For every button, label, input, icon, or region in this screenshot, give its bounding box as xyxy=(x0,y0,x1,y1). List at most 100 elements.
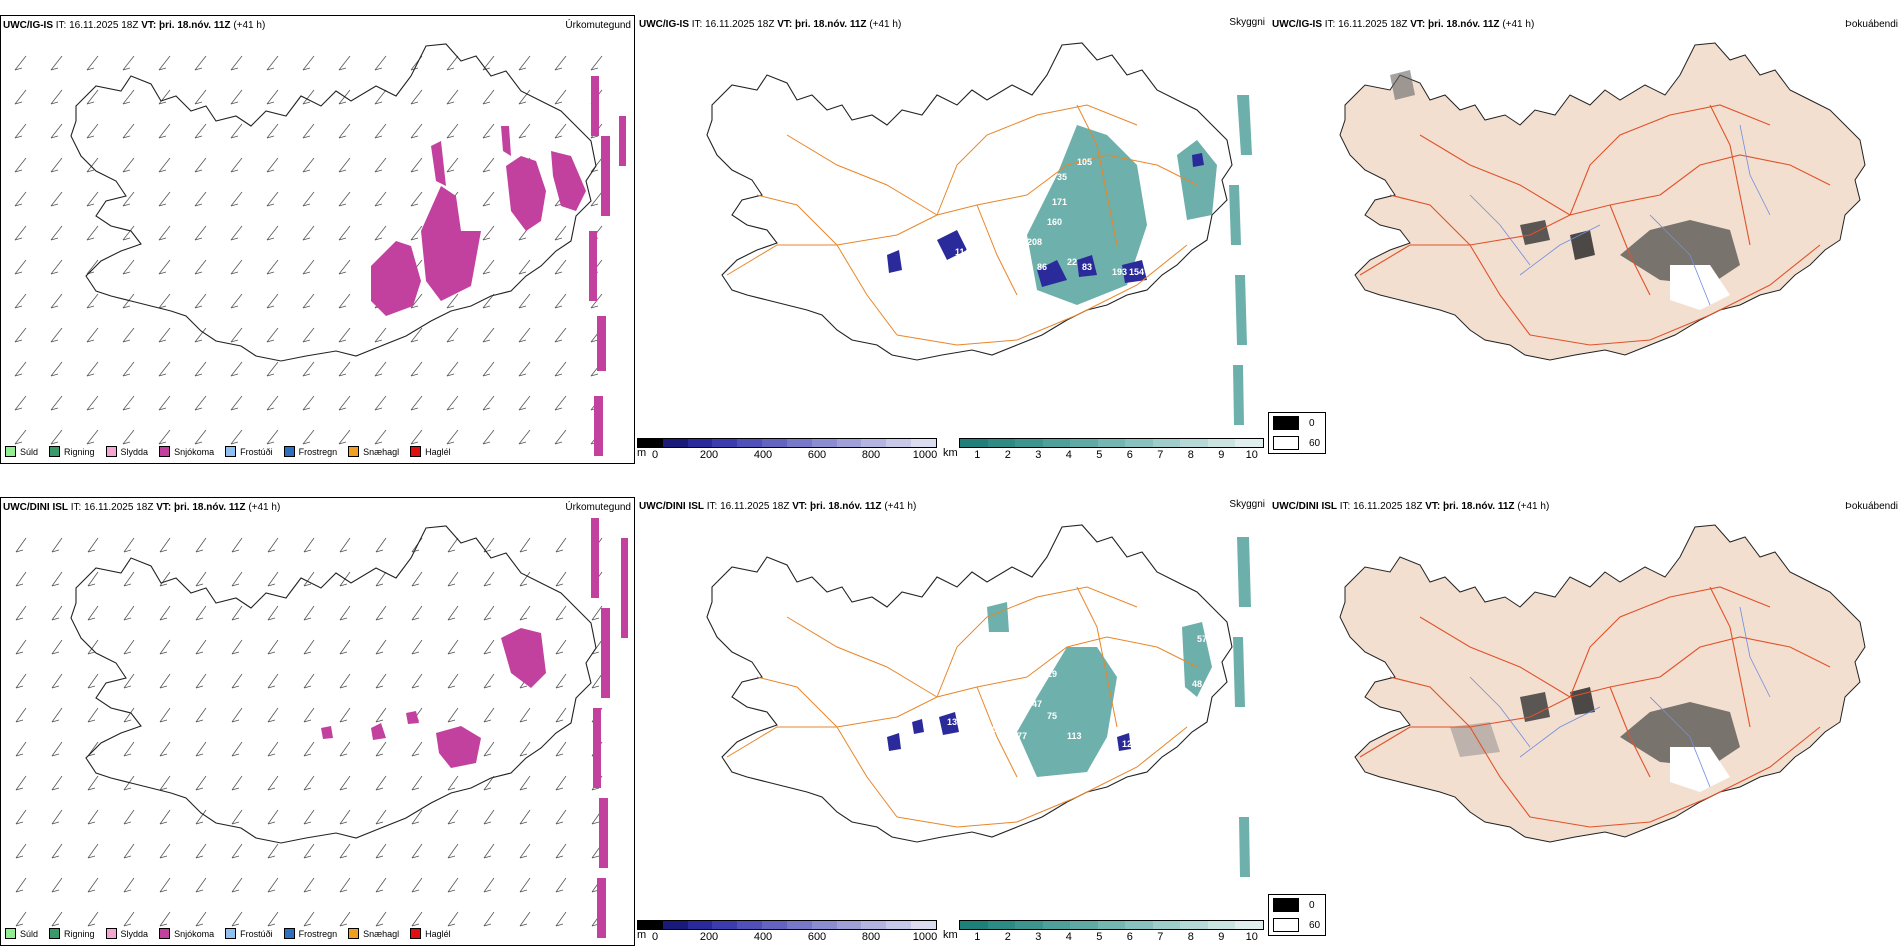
wind-barb xyxy=(447,775,459,791)
colorbar-swatch xyxy=(1125,921,1153,929)
wind-barb xyxy=(15,809,27,825)
wind-barb xyxy=(50,327,63,343)
wind-barb-tick xyxy=(50,135,59,139)
map-value-label: 120 xyxy=(1122,739,1137,749)
wind-barb-tick xyxy=(231,685,240,689)
wind-barb-tick xyxy=(194,169,203,173)
wind-barb xyxy=(266,293,279,309)
wind-barb-tick xyxy=(518,135,527,139)
legend-item: Frostregn xyxy=(283,928,337,939)
map-value-label: 208 xyxy=(1027,237,1042,247)
precip-panel-top: UWC/IG-IS IT: 16.11.2025 18Z VT: þri. 18… xyxy=(0,15,635,464)
wind-barb xyxy=(230,89,243,105)
wind-barb-tick xyxy=(374,203,383,207)
wind-barb-tick xyxy=(195,889,204,893)
wind-barb xyxy=(230,259,243,275)
wind-barb-tick xyxy=(50,271,59,275)
wind-barb-tick xyxy=(14,441,23,445)
wind-barb xyxy=(195,775,207,791)
wind-barb-tick xyxy=(230,237,239,241)
wind-barb-tick xyxy=(554,407,563,411)
wind-barb-tick xyxy=(410,373,419,377)
wind-barb xyxy=(159,775,171,791)
wind-barb-tick xyxy=(230,373,239,377)
wind-barb xyxy=(483,571,495,587)
wind-barb xyxy=(122,191,135,207)
wind-barb-tick xyxy=(338,67,347,71)
road xyxy=(976,686,1018,778)
wind-barb xyxy=(50,157,63,173)
colorbar-swatch xyxy=(1180,921,1208,929)
colorbar-swatch xyxy=(1070,921,1098,929)
legend-item: Súld xyxy=(5,446,38,457)
wind-barb-tick xyxy=(483,889,492,893)
colorbar-tick: 0 xyxy=(651,449,659,461)
road-network xyxy=(1359,586,1831,828)
river-network xyxy=(1469,606,1771,788)
colorbar-swatch xyxy=(662,439,688,447)
wind-barb-tick xyxy=(302,237,311,241)
wind-barb-tick xyxy=(410,305,419,309)
wind-barb xyxy=(15,741,27,757)
fog-legend-label: 0 xyxy=(1309,417,1315,429)
wind-barb-tick xyxy=(158,169,167,173)
wind-barb xyxy=(266,395,279,411)
colorbar-swatch xyxy=(1125,439,1153,447)
wind-barb-tick xyxy=(411,855,420,859)
wind-barb-tick xyxy=(411,617,420,621)
wind-barb-tick xyxy=(158,373,167,377)
wind-barb xyxy=(375,911,387,927)
wind-barb xyxy=(159,809,171,825)
wind-barb xyxy=(338,191,351,207)
wind-barb xyxy=(158,89,171,105)
wind-barb xyxy=(230,327,243,343)
wind-barb-tick xyxy=(87,549,96,553)
wind-barb xyxy=(590,55,603,71)
wind-barb-tick xyxy=(446,67,455,71)
wind-barb xyxy=(483,707,495,723)
wind-barb xyxy=(302,259,315,275)
colorbar-swatch xyxy=(762,921,787,929)
wind-barb-tick xyxy=(555,753,564,757)
wind-barb-tick xyxy=(87,889,96,893)
wind-barb xyxy=(447,707,459,723)
fog-legend-label: 0 xyxy=(1309,899,1315,911)
wind-barb-tick xyxy=(482,305,491,309)
wind-barb xyxy=(14,191,27,207)
wind-barb-tick xyxy=(447,855,456,859)
wind-barb-tick xyxy=(266,373,275,377)
legend-swatch xyxy=(49,928,61,939)
panel-header: UWC/IG-IS IT: 16.11.2025 18Z VT: þri. 18… xyxy=(1272,19,1535,30)
wind-barb-tick xyxy=(51,889,60,893)
wind-barb xyxy=(338,327,351,343)
wind-barb xyxy=(158,157,171,173)
wind-barb xyxy=(195,877,207,893)
wind-barb-tick xyxy=(339,855,348,859)
colorbar-swatch xyxy=(987,439,1016,447)
wind-barb xyxy=(231,843,243,859)
colorbar-tick: 7 xyxy=(1157,449,1164,461)
wind-barb-tick xyxy=(122,271,131,275)
wind-barb xyxy=(123,911,135,927)
wind-barb xyxy=(374,361,387,377)
wind-barb xyxy=(123,537,135,553)
legend-item: Slydda xyxy=(105,446,148,457)
legend-label: Slydda xyxy=(120,928,149,939)
wind-barb xyxy=(158,395,171,411)
wind-barb xyxy=(266,361,279,377)
wind-barb xyxy=(231,809,243,825)
wind-barb-tick xyxy=(123,583,132,587)
road xyxy=(1529,726,1821,828)
wind-barb xyxy=(375,673,387,689)
wind-barb xyxy=(86,191,99,207)
wind-barb-tick xyxy=(338,101,347,105)
wind-barb xyxy=(339,843,351,859)
wind-barb-tick xyxy=(590,67,599,71)
legend-item: Slydda xyxy=(105,928,149,939)
wind-barb xyxy=(482,123,495,139)
wind-barb xyxy=(195,605,207,621)
wind-barb xyxy=(87,707,99,723)
wind-barb-tick xyxy=(195,685,204,689)
wind-barb-tick xyxy=(375,685,384,689)
wind-barb-tick xyxy=(123,719,132,723)
